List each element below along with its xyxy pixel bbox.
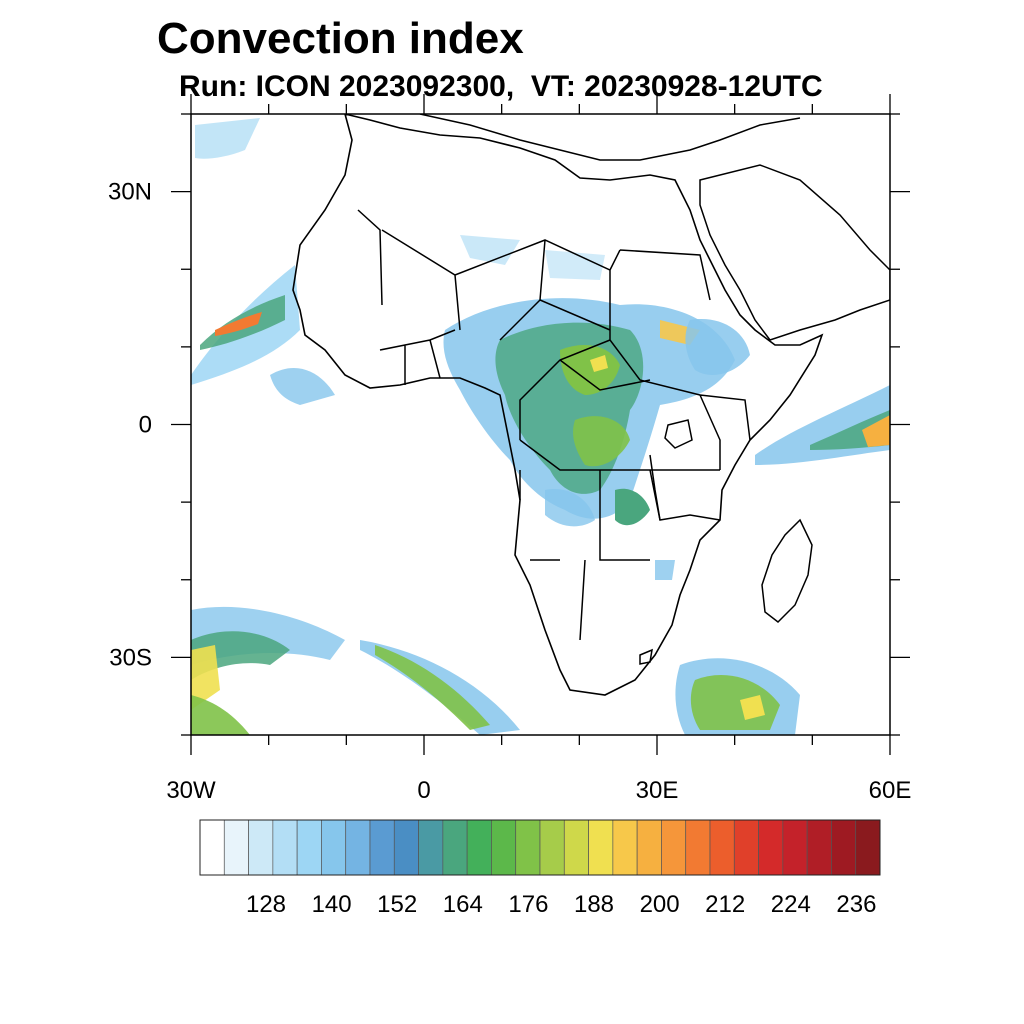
- colorbar-swatch: [491, 819, 517, 876]
- colorbar-label: 224: [771, 891, 811, 918]
- colorbar-label: 236: [836, 891, 876, 918]
- colorbar-swatch: [588, 819, 614, 876]
- colorbar-swatch: [661, 819, 687, 876]
- colorbar-swatch: [393, 819, 419, 876]
- lon-tick-label: 30W: [166, 777, 216, 804]
- field-blob: [215, 312, 262, 336]
- colorbar-swatch: [369, 819, 395, 876]
- map-subtitle: Run: ICON 2023092300, VT: 20230928-12UTC: [179, 70, 823, 103]
- colorbar-label: 188: [574, 891, 614, 918]
- colorbar-swatch: [758, 819, 784, 876]
- field-blob: [590, 355, 608, 372]
- colorbar-swatch: [296, 819, 322, 876]
- field-blob: [545, 489, 595, 527]
- colorbar-swatch: [782, 819, 808, 876]
- colorbar-swatch: [345, 819, 371, 876]
- field-blob: [615, 488, 650, 526]
- colorbar-swatch: [612, 819, 638, 876]
- lake-victoria: [664, 419, 693, 449]
- field-blob: [740, 695, 765, 720]
- colorbar-swatch: [685, 819, 711, 876]
- colorbar-swatch: [248, 819, 274, 876]
- border: [379, 329, 751, 470]
- colorbar-swatch: [199, 819, 225, 876]
- field-blob: [460, 235, 520, 265]
- colorbar-swatch: [733, 819, 759, 876]
- colorbar-swatch: [563, 819, 589, 876]
- field-blob: [191, 695, 250, 735]
- colorbar-swatch: [418, 819, 444, 876]
- africa-coast: [292, 114, 824, 696]
- colorbar-label: 152: [377, 891, 417, 918]
- lon-tick-label: 30E: [636, 777, 679, 804]
- colorbar-swatch: [709, 819, 735, 876]
- field-blob: [655, 560, 675, 580]
- field-blob: [195, 118, 260, 159]
- field-blob: [862, 415, 890, 447]
- convection-field: [191, 118, 890, 735]
- colorbar-swatch: [831, 819, 857, 876]
- map-title: Convection index: [157, 14, 524, 63]
- colorbar-label: 140: [312, 891, 352, 918]
- border: [357, 209, 721, 641]
- lon-tick-label: 0: [417, 777, 430, 804]
- lesotho: [639, 648, 653, 665]
- field-blob: [270, 367, 335, 405]
- axis-ticks: [171, 94, 910, 755]
- lake-tanganyika: [649, 454, 661, 521]
- colorbar-swatch: [515, 819, 541, 876]
- med-coast: [419, 114, 801, 161]
- field-blob: [375, 645, 490, 730]
- colorbar-label: 128: [246, 891, 286, 918]
- lon-tick-label: 60E: [869, 777, 912, 804]
- colorbar-label: 212: [705, 891, 745, 918]
- colorbar-swatch: [321, 819, 347, 876]
- colorbar-swatch: [466, 819, 492, 876]
- colorbar-label: 164: [443, 891, 483, 918]
- colorbar-swatch: [636, 819, 662, 876]
- colorbar: 128 140 152 164 176 188 200 212 224 236: [199, 819, 881, 918]
- colorbar-swatch: [806, 819, 832, 876]
- colorbar-label: 176: [508, 891, 548, 918]
- axis-tick-labels: 30W 0 30E 60E 30N 0 30S: [108, 179, 911, 804]
- lat-tick-label: 0: [139, 412, 152, 439]
- field-blob: [191, 645, 220, 710]
- colorbar-label: 200: [640, 891, 680, 918]
- lat-tick-label: 30S: [109, 644, 152, 671]
- field-blob: [545, 250, 605, 280]
- colorbar-swatch: [442, 819, 468, 876]
- field-blob: [685, 319, 750, 375]
- coastlines: [292, 114, 890, 696]
- field-blob: [573, 416, 630, 467]
- colorbar-swatch: [272, 819, 298, 876]
- arabia-coast: [699, 164, 890, 341]
- lat-tick-label: 30N: [108, 179, 152, 206]
- madagascar-coast: [761, 518, 813, 623]
- colorbar-frame: [199, 819, 881, 876]
- colorbar-swatch: [539, 819, 565, 876]
- colorbar-swatch: [855, 819, 881, 876]
- colorbar-swatch: [223, 819, 249, 876]
